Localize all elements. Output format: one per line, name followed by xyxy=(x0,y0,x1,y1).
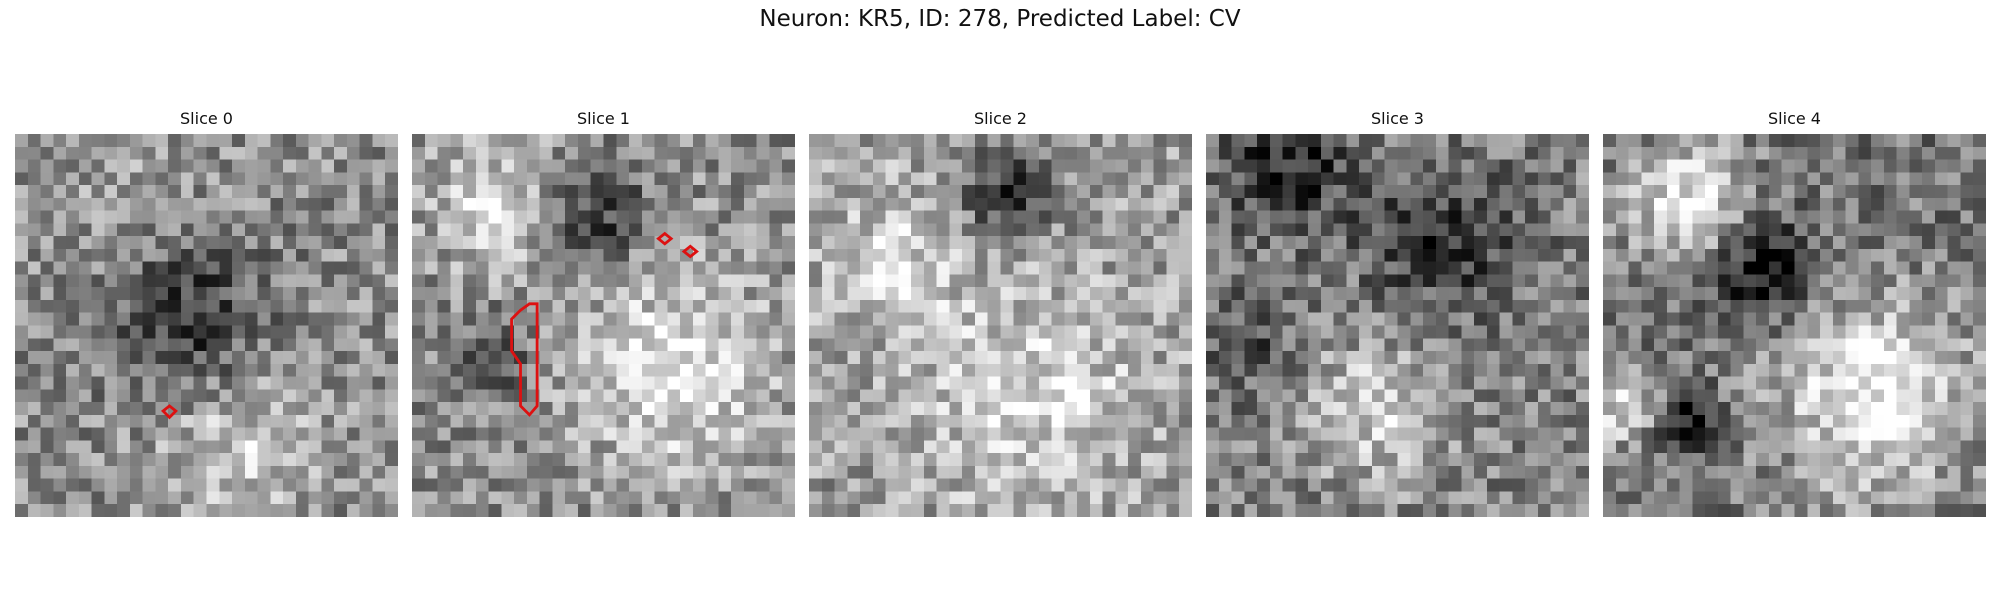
slice-panel-2: Slice 2 xyxy=(809,109,1192,517)
contour-marker xyxy=(656,231,674,246)
slice-title-0: Slice 0 xyxy=(180,109,233,128)
slice-title-4: Slice 4 xyxy=(1768,109,1821,128)
slice-image-1 xyxy=(412,134,795,517)
slice-panel-1: Slice 1 xyxy=(412,109,795,517)
slice-panel-0: Slice 0 xyxy=(15,109,398,517)
figure-title: Neuron: KR5, ID: 278, Predicted Label: C… xyxy=(759,6,1241,32)
slice-title-2: Slice 2 xyxy=(974,109,1027,128)
slice-image-3 xyxy=(1206,134,1589,517)
slice-title-3: Slice 3 xyxy=(1371,109,1424,128)
slice-title-1: Slice 1 xyxy=(577,109,630,128)
contour-region xyxy=(510,302,539,417)
contour-marker xyxy=(681,244,699,259)
slice-panel-3: Slice 3 xyxy=(1206,109,1589,517)
contour-overlay-0 xyxy=(160,404,178,420)
slice-image-2 xyxy=(809,134,1192,517)
slice-image-0 xyxy=(15,134,398,517)
contour-overlay-1 xyxy=(510,231,699,417)
contour-marker xyxy=(160,404,178,420)
slice-image-4 xyxy=(1603,134,1986,517)
slice-panel-4: Slice 4 xyxy=(1603,109,1986,517)
